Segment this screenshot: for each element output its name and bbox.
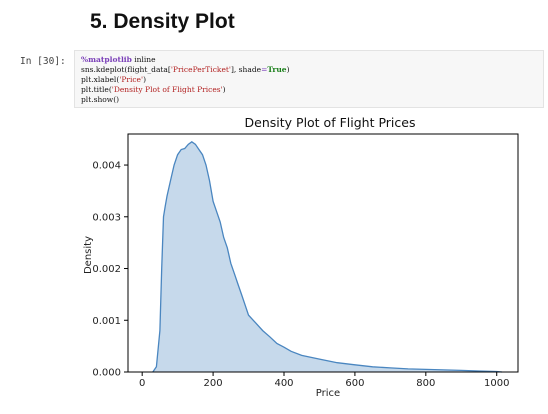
y-tick-label: 0.001 [92, 316, 121, 327]
code-line-4b: ) [222, 85, 226, 94]
y-axis-label: Density [83, 236, 94, 274]
density-line [152, 141, 503, 373]
x-tick-label: 1000 [484, 378, 509, 389]
code-line-2-true: True [267, 65, 287, 74]
x-tick-label: 800 [416, 378, 435, 389]
code-magic: %matplotlib [81, 55, 132, 64]
code-editor[interactable]: %matplotlib inline sns.kdeplot(flight_da… [81, 55, 290, 105]
x-tick-label: 600 [345, 378, 364, 389]
plot-frame [127, 133, 519, 373]
code-line-3-str: 'Price' [119, 75, 144, 84]
code-line-5: plt.show() [81, 95, 120, 104]
code-line-2c: ) [286, 65, 290, 74]
x-axis: 0 200 400 600 800 1000 [139, 372, 509, 389]
y-tick-label: 0.004 [92, 161, 121, 172]
x-tick-label: 400 [274, 378, 293, 389]
section-heading: 5. Density Plot [90, 10, 235, 33]
code-line-4a: plt.title( [81, 85, 112, 94]
y-axis: 0.000 0.001 0.002 0.003 0.004 [92, 161, 128, 379]
code-line-3a: plt.xlabel( [81, 75, 120, 84]
x-axis-label: Price [316, 388, 340, 399]
code-line-4-str: 'Density Plot of Flight Prices' [111, 85, 223, 94]
y-tick-label: 0.000 [92, 368, 121, 379]
y-tick-label: 0.002 [92, 264, 121, 275]
code-cell[interactable]: %matplotlib inline sns.kdeplot(flight_da… [74, 50, 544, 108]
x-tick-label: 200 [204, 378, 223, 389]
code-line-3b: ) [143, 75, 146, 84]
code-magic-arg: inline [131, 55, 156, 64]
density-area [152, 141, 503, 372]
code-line-2b: ], shade [230, 65, 262, 74]
y-tick-label: 0.003 [92, 212, 121, 223]
cell-prompt: In [30]: [20, 56, 66, 67]
x-tick-label: 0 [139, 378, 145, 389]
code-line-2a: sns.kdeplot(flight_data[ [81, 65, 171, 74]
code-line-2-eq: = [261, 65, 268, 74]
chart-title: Density Plot of Flight Prices [245, 115, 416, 130]
code-line-2-str: 'PricePerTicket' [170, 65, 231, 74]
